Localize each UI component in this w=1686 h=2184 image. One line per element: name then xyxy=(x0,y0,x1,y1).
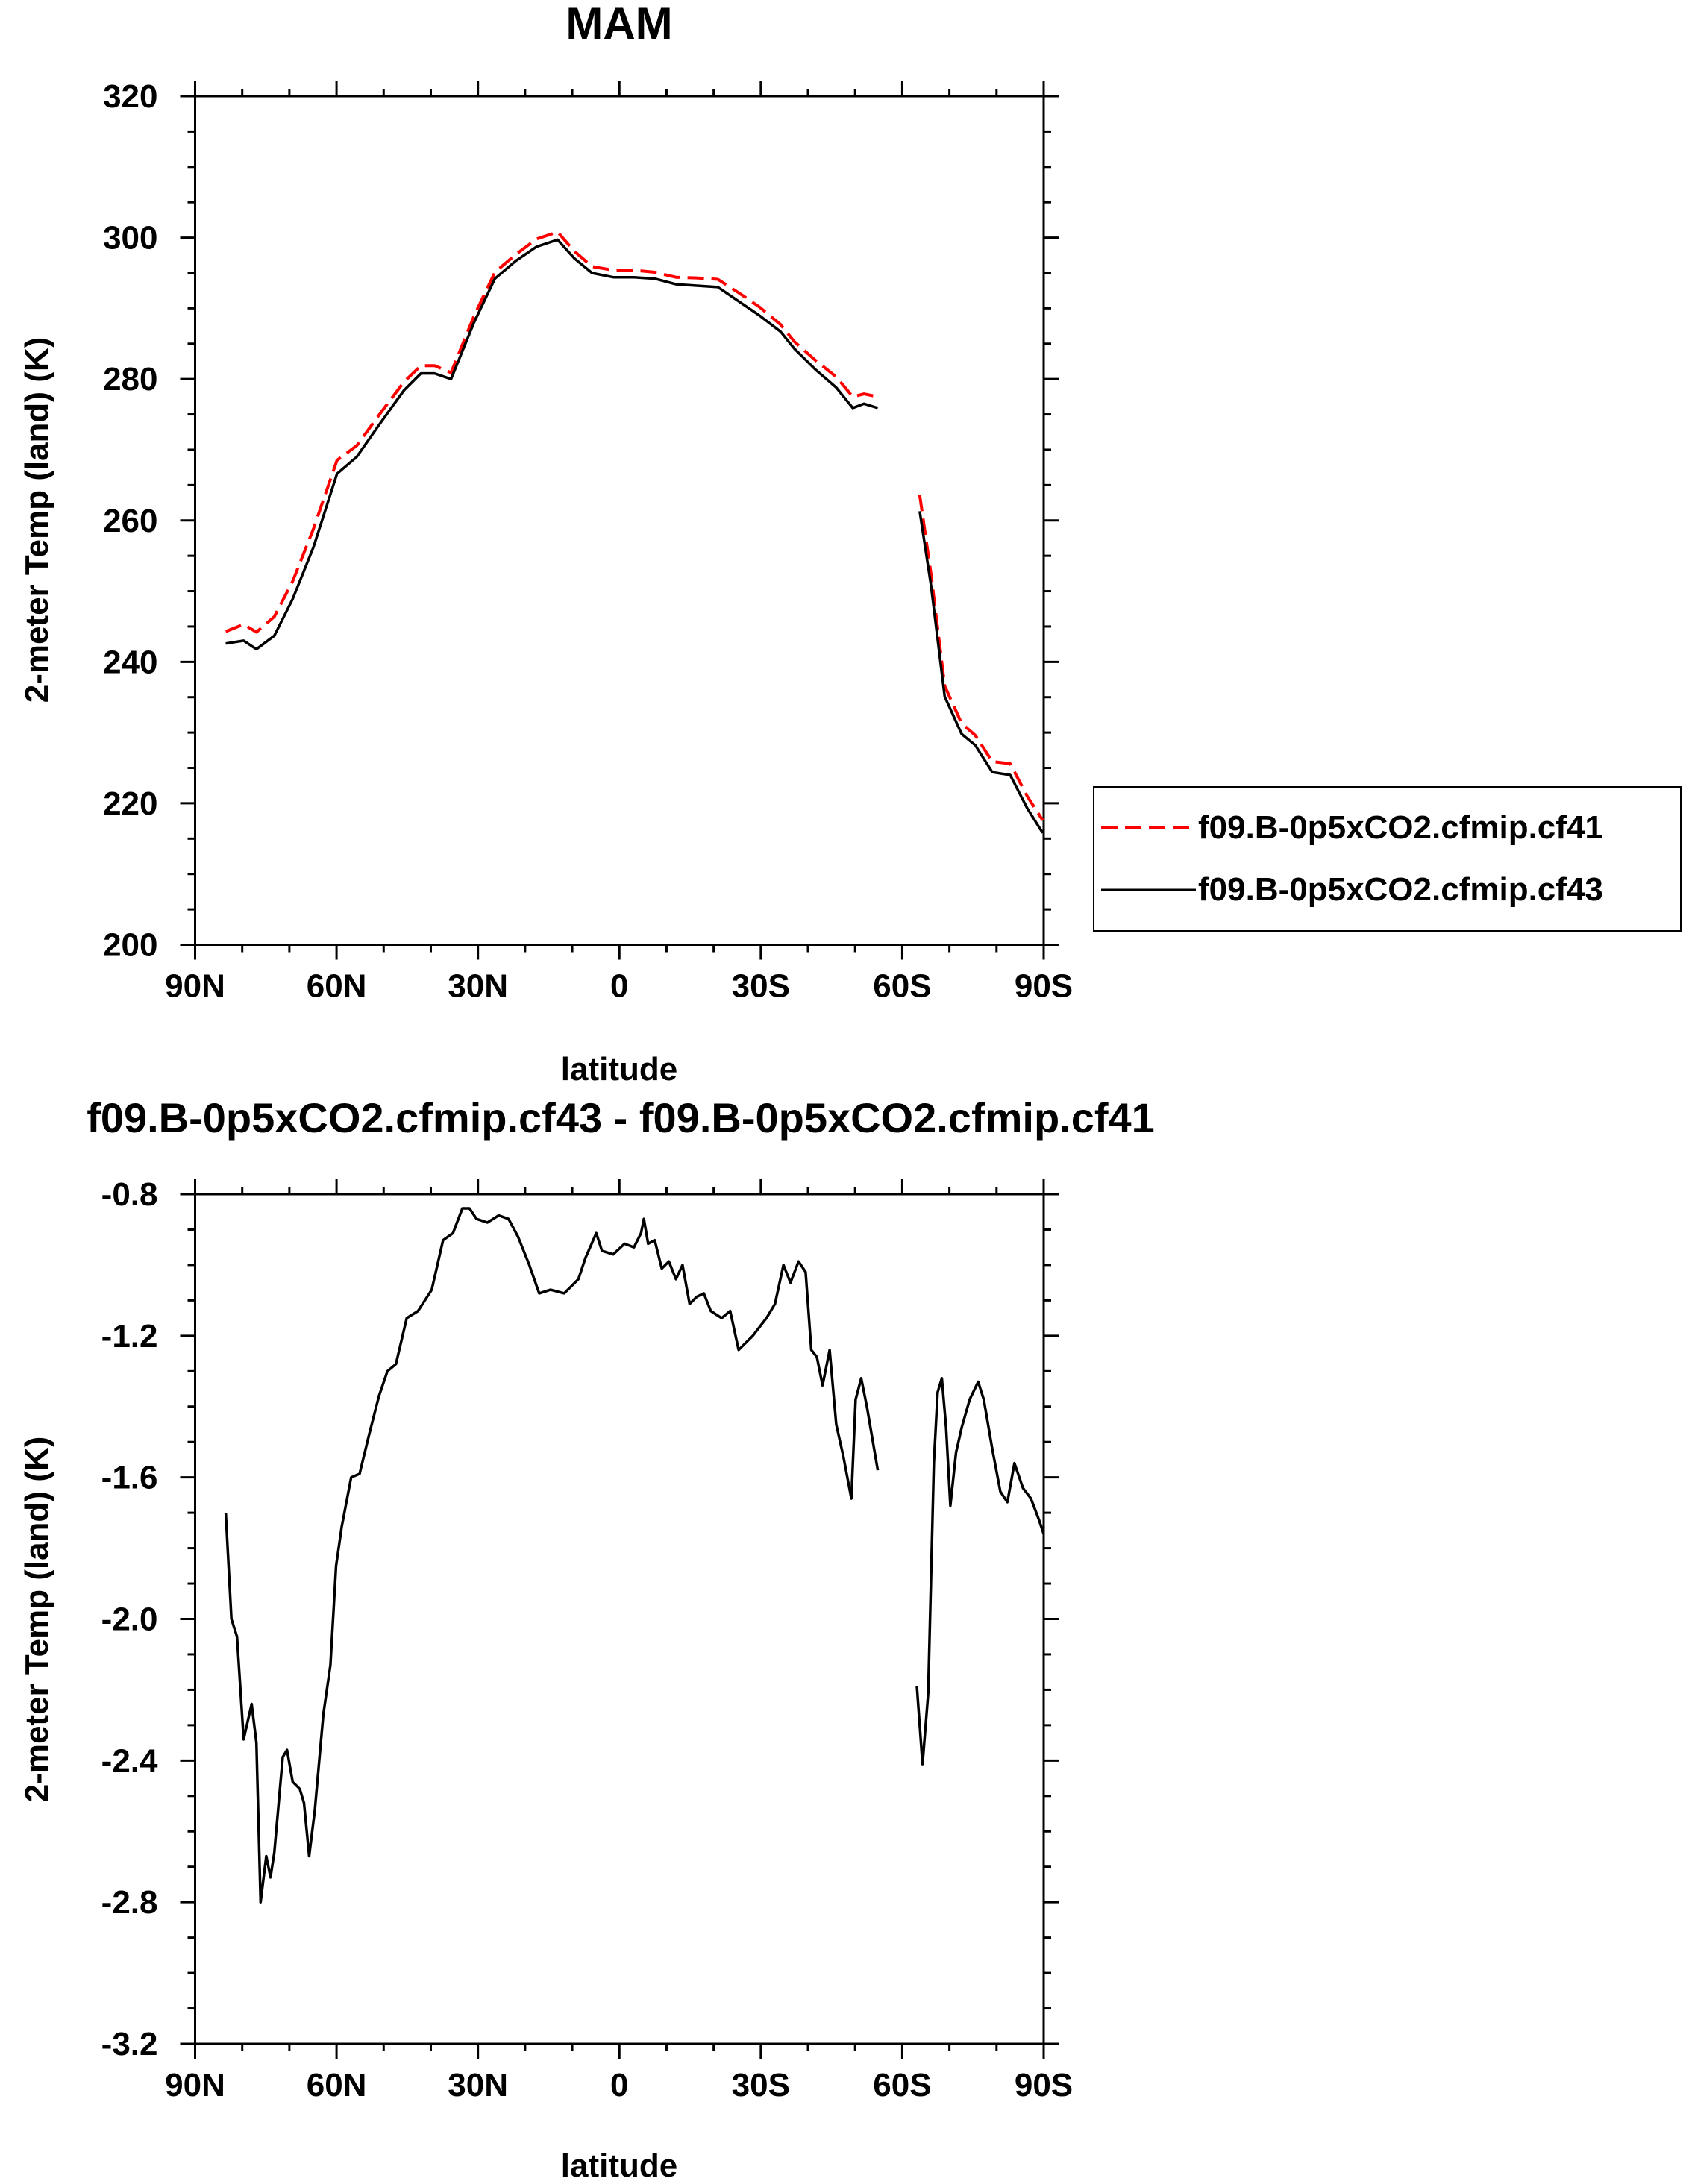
top-x-tick-label: 0 xyxy=(610,968,628,1005)
bottom-chart-title: f09.B-0p5xCO2.cfmip.cf43 - f09.B-0p5xCO2… xyxy=(87,1094,1155,1141)
bottom-y-tick-label: -2.4 xyxy=(101,1742,158,1779)
bottom-y-tick-label: -2.8 xyxy=(101,1884,158,1921)
legend-box xyxy=(1093,786,1682,932)
top-x-tick-label: 30N xyxy=(448,968,508,1005)
top-x-tick-label: 90S xyxy=(1015,968,1073,1005)
bottom-series-line-0 xyxy=(224,1207,1044,1904)
bottom-x-tick-label: 0 xyxy=(610,2067,628,2103)
bottom-x-tick-label: 60N xyxy=(307,2067,367,2103)
bottom-chart: 90N 60N 30N 0 30S 60S 90S -3.2 -2.8 -2.4 -2.0 -1.6 -… xyxy=(101,1176,1073,2103)
top-y-tick-label: 240 xyxy=(103,644,157,680)
legend-label-cf43: f09.B-0p5xCO2.cfmip.cf43 xyxy=(1198,871,1603,908)
top-chart: 90N 60N 30N 0 30S 60S 90S 200 220 240 260 280 300 320 xyxy=(103,78,1073,1005)
bottom-chart-ylabel: 2-meter Temp (land) (K) xyxy=(19,1437,55,1803)
top-series-line-1 xyxy=(225,238,1044,834)
legend-label-cf41: f09.B-0p5xCO2.cfmip.cf41 xyxy=(1198,809,1603,846)
top-chart-ylabel: 2-meter Temp (land) (K) xyxy=(19,337,55,703)
bottom-y-tick-label: -2.0 xyxy=(101,1601,158,1638)
bottom-x-tick-label: 30S xyxy=(732,2067,790,2103)
legend: f09.B-0p5xCO2.cfmip.cf41 f09.B-0p5xCO2.c… xyxy=(1093,786,1682,932)
top-y-tick-label: 300 xyxy=(103,220,157,257)
bottom-x-tick-label: 90S xyxy=(1015,2067,1073,2103)
top-x-tick-label: 90N xyxy=(165,968,225,1005)
top-chart-xlabel: latitude xyxy=(561,1051,677,1088)
bottom-y-tick-label: -3.2 xyxy=(101,2026,158,2062)
top-chart-title: MAM xyxy=(565,0,672,48)
top-y-tick-label: 280 xyxy=(103,361,157,398)
bottom-y-tick-label: -1.6 xyxy=(101,1460,158,1496)
bottom-y-tick-label: -1.2 xyxy=(101,1318,158,1355)
bottom-x-tick-label: 30N xyxy=(448,2067,508,2103)
bottom-plot-frame xyxy=(194,1193,1045,2045)
top-x-tick-label: 60S xyxy=(873,968,931,1005)
bottom-y-tick-label: -0.8 xyxy=(101,1176,158,1213)
top-x-tick-label: 60N xyxy=(307,968,367,1005)
bottom-x-tick-label: 90N xyxy=(165,2067,225,2103)
bottom-chart-xlabel: latitude xyxy=(561,2147,677,2184)
bottom-x-tick-label: 60S xyxy=(873,2067,931,2103)
top-x-tick-label: 30S xyxy=(732,968,790,1005)
top-y-tick-label: 200 xyxy=(103,927,157,964)
top-y-tick-label: 260 xyxy=(103,503,157,539)
top-series-line-0 xyxy=(225,230,1044,821)
top-y-tick-label: 320 xyxy=(103,78,157,115)
top-y-tick-label: 220 xyxy=(103,785,157,822)
